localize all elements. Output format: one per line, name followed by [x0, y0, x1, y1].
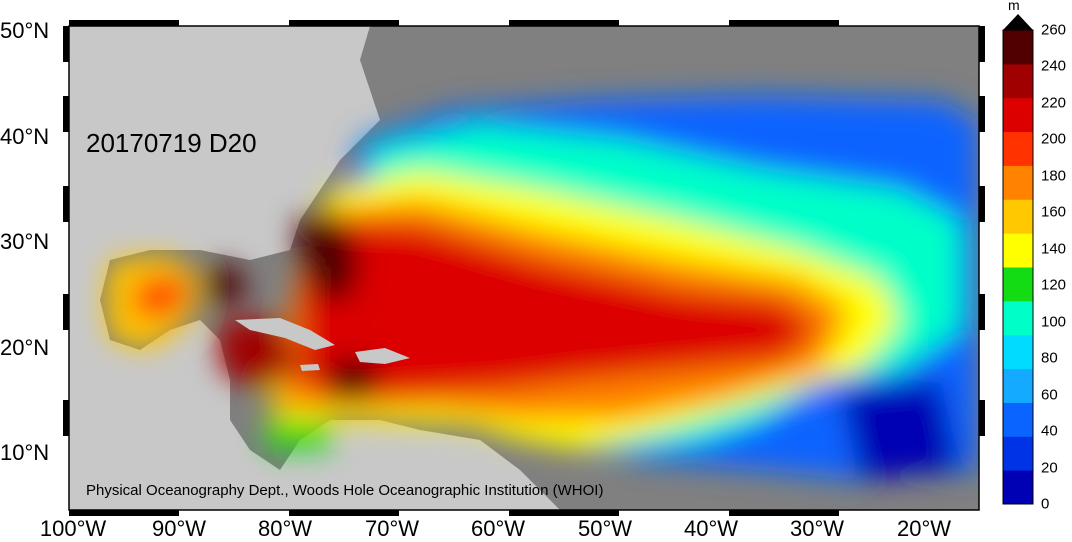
- colorbar-swatch: [1003, 30, 1033, 65]
- colorbar-swatch: [1003, 199, 1033, 234]
- colorbar-tick-label: 180: [1041, 167, 1067, 185]
- lon-label: 40°W: [683, 516, 739, 541]
- colorbar-tick-label: 120: [1041, 276, 1067, 294]
- colorbar-unit: m: [1008, 0, 1020, 13]
- colorbar-tick-label: 260: [1041, 21, 1067, 39]
- depth-field: [105, 95, 979, 480]
- lat-label: 40°N: [0, 124, 50, 149]
- colorbar-swatch: [1003, 267, 1033, 302]
- cuba-island: [235, 318, 335, 350]
- bottom-frame: [69, 510, 839, 516]
- colorbar-border: [1002, 29, 1034, 505]
- colorbar-tick-label: 240: [1041, 57, 1067, 75]
- top-frame: [69, 20, 839, 26]
- colorbar-swatch: [1003, 165, 1033, 200]
- colorbar-tick-label: 40: [1041, 422, 1058, 440]
- map-date-label: 20170719 D20: [86, 128, 257, 158]
- credit-text: Physical Oceanography Dept., Woods Hole …: [86, 482, 604, 499]
- lon-label: 90°W: [151, 516, 207, 541]
- right-frame: [979, 26, 985, 436]
- lat-label: 30°N: [0, 229, 50, 254]
- lon-label: 20°W: [896, 516, 952, 541]
- lon-label: 100°W: [39, 516, 107, 541]
- colorbar-swatch: [1003, 63, 1033, 99]
- lat-label: 10°N: [0, 440, 50, 465]
- colorbar-tick-label: 20: [1041, 459, 1058, 477]
- colorbar-swatch: [1003, 368, 1033, 403]
- colorbar-swatch: [1003, 402, 1033, 437]
- left-frame: [63, 26, 69, 436]
- lon-label: 80°W: [257, 516, 313, 541]
- colorbar-swatch: [1003, 436, 1033, 471]
- colorbar-swatch: [1003, 300, 1033, 336]
- colorbar-swatch: [1003, 233, 1033, 268]
- colorbar-tick-label: 220: [1041, 94, 1067, 112]
- lon-label: 50°W: [577, 516, 633, 541]
- colorbar-tick-label: 160: [1041, 203, 1067, 221]
- jamaica-island: [300, 364, 320, 371]
- colorbar-tick-label: 140: [1041, 240, 1067, 258]
- colorbar-swatch: [1003, 334, 1033, 370]
- colorbar-tick-label: 200: [1041, 130, 1067, 148]
- lon-label: 70°W: [364, 516, 420, 541]
- colorbar-tick-label: 60: [1041, 386, 1058, 404]
- lon-label: 30°W: [789, 516, 845, 541]
- lat-label: 50°N: [0, 18, 50, 43]
- hispaniola-island: [355, 348, 410, 364]
- colorbar-swatch: [1003, 470, 1033, 505]
- lon-label: 60°W: [470, 516, 526, 541]
- colorbar-arrow: [1003, 14, 1033, 30]
- colorbar-swatch: [1003, 97, 1033, 133]
- colorbar-swatch: [1003, 131, 1033, 166]
- colorbar: [1003, 30, 1033, 505]
- colorbar-tick-label: 100: [1041, 313, 1067, 331]
- colorbar-tick-label: 80: [1041, 349, 1058, 367]
- lat-label: 20°N: [0, 335, 50, 360]
- colorbar-tick-label: 0: [1041, 495, 1050, 513]
